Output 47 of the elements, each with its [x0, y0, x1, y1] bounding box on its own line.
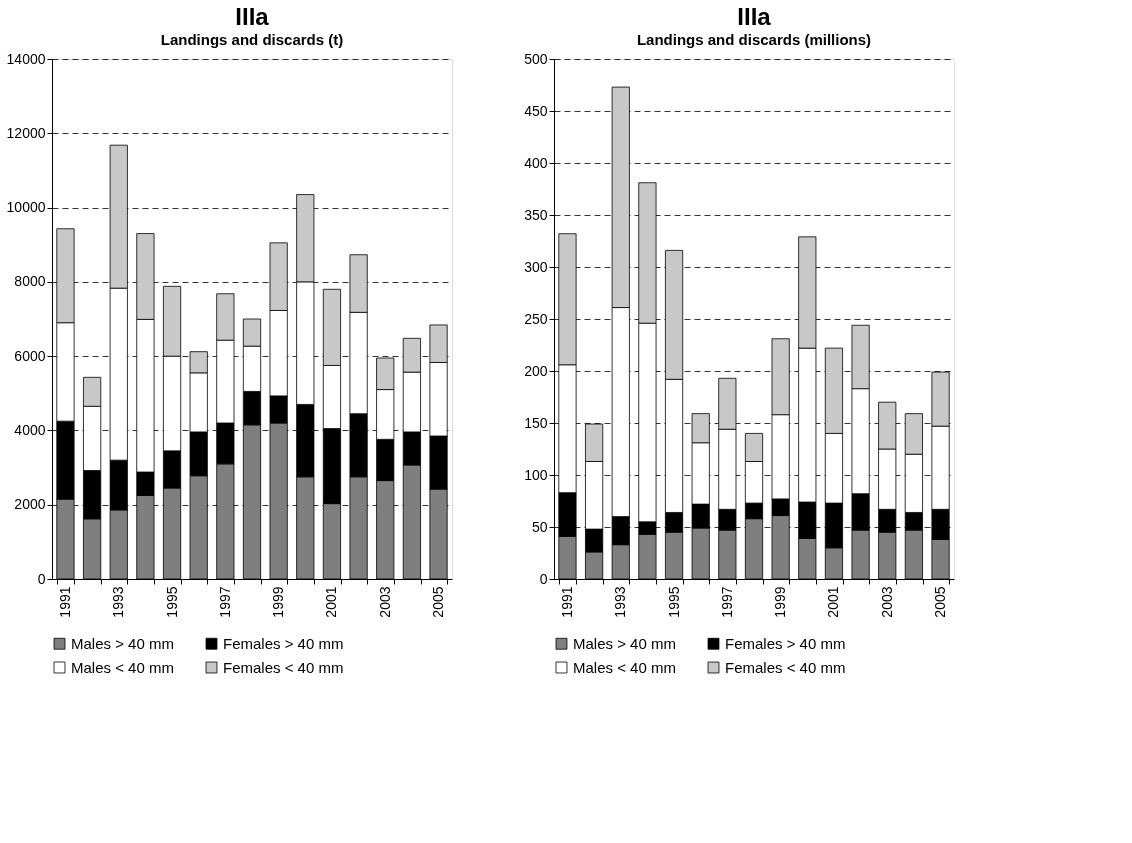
y-tick-label: 4000	[14, 421, 46, 438]
y-tick-label: 350	[524, 206, 548, 223]
x-tick-label: 1991	[56, 586, 73, 618]
chart-subtitle: Landings and discards (millions)	[636, 31, 872, 48]
x-tick-label: 1993	[612, 586, 629, 618]
chart-title: IIIa	[235, 3, 270, 30]
x-tick-label: 1995	[163, 586, 180, 618]
x-tick-label: 1993	[110, 586, 127, 618]
y-tick-label: 0	[539, 570, 548, 587]
legend-label: Males > 40 mm	[573, 634, 676, 652]
y-tick-label: 8000	[14, 273, 46, 290]
y-tick-label: 100	[524, 466, 548, 483]
legend-label: Males > 40 mm	[71, 634, 174, 652]
legend-label: Males < 40 mm	[71, 658, 174, 676]
y-tick-label: 450	[524, 102, 548, 119]
x-tick-label: 2001	[323, 586, 340, 618]
y-tick-label: 400	[524, 154, 548, 171]
chart-title: IIIa	[737, 3, 772, 30]
x-tick-label: 2005	[430, 586, 447, 618]
y-tick-label: 6000	[14, 347, 46, 364]
y-tick-label: 250	[524, 310, 548, 327]
legend-label: Females < 40 mm	[223, 658, 344, 676]
y-tick-label: 200	[524, 362, 548, 379]
chart-subtitle: Landings and discards (t)	[160, 31, 344, 48]
x-tick-label: 1991	[558, 586, 575, 618]
x-tick-label: 2003	[878, 586, 895, 618]
y-tick-label: 300	[524, 258, 548, 275]
y-tick-label: 10000	[6, 199, 46, 216]
x-tick-label: 2003	[376, 586, 393, 618]
x-tick-label: 2001	[825, 586, 842, 618]
y-tick-label: 12000	[6, 124, 46, 141]
x-tick-label: 1995	[665, 586, 682, 618]
legend-label: Females < 40 mm	[725, 658, 846, 676]
x-tick-label: 2005	[932, 586, 949, 618]
legend-label: Females > 40 mm	[725, 634, 846, 652]
x-tick-label: 1999	[270, 586, 287, 618]
legend-label: Females > 40 mm	[223, 634, 344, 652]
y-tick-label: 500	[524, 50, 548, 67]
y-tick-label: 14000	[6, 50, 46, 67]
x-tick-label: 1997	[216, 586, 233, 618]
y-tick-label: 50	[531, 518, 548, 535]
legend-label: Males < 40 mm	[573, 658, 676, 676]
y-tick-label: 0	[37, 570, 46, 587]
x-tick-label: 1999	[772, 586, 789, 618]
y-tick-label: 150	[524, 414, 548, 431]
x-tick-label: 1997	[718, 586, 735, 618]
y-tick-label: 2000	[14, 496, 46, 513]
